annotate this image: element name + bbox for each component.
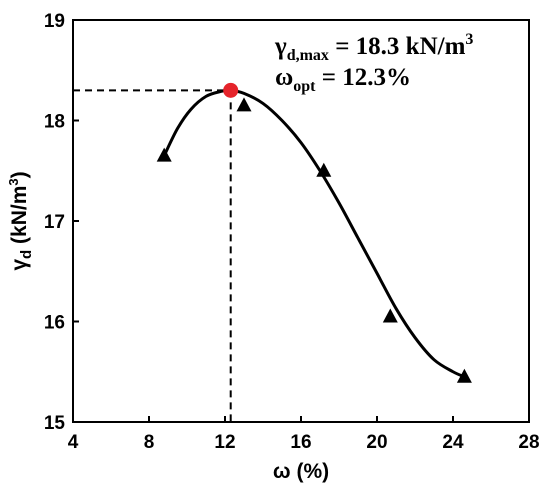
curve-layer	[162, 88, 466, 379]
data-point-triangle	[316, 162, 332, 177]
data-point-triangle	[156, 147, 172, 162]
guides-layer	[73, 89, 232, 422]
x-tick-label: 28	[518, 432, 539, 453]
y-axis-label: γd (kN/m3)	[6, 171, 35, 270]
x-axis-label: ω (%)	[273, 460, 329, 483]
y-tick-label: 18	[44, 112, 65, 133]
data-point-triangle	[382, 308, 398, 323]
x-tick-label: 16	[290, 432, 311, 453]
ticks-layer: 4 8 12 16 20 24 28 15 16 17 18 19	[44, 11, 540, 453]
x-tick-label: 4	[68, 432, 79, 453]
x-tick-label: 8	[144, 432, 155, 453]
y-tick-label: 15	[44, 413, 66, 434]
compaction-fit-curve	[162, 88, 466, 379]
x-tick-label: 12	[214, 432, 235, 453]
annotation-omega-opt: ωopt = 12.3%	[275, 64, 411, 95]
x-tick-label: 24	[442, 432, 464, 453]
x-tick-label: 20	[366, 432, 387, 453]
optimum-point-marker	[223, 82, 239, 98]
data-point-triangle	[456, 368, 472, 383]
data-point-triangle	[236, 97, 252, 112]
y-tick-label: 17	[44, 212, 65, 233]
y-tick-label: 16	[44, 313, 65, 334]
y-tick-label: 19	[44, 11, 65, 32]
marks-layer	[156, 82, 472, 383]
annotation-gamma-max: γd,max = 18.3 kN/m3	[274, 31, 473, 64]
